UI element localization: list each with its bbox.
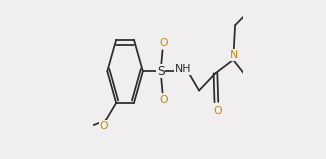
Text: O: O	[99, 121, 108, 131]
Text: O: O	[160, 38, 168, 48]
Text: O: O	[160, 95, 168, 105]
Text: NH: NH	[175, 64, 191, 74]
Text: O: O	[213, 106, 222, 116]
Text: N: N	[230, 50, 238, 60]
Text: S: S	[157, 65, 165, 78]
